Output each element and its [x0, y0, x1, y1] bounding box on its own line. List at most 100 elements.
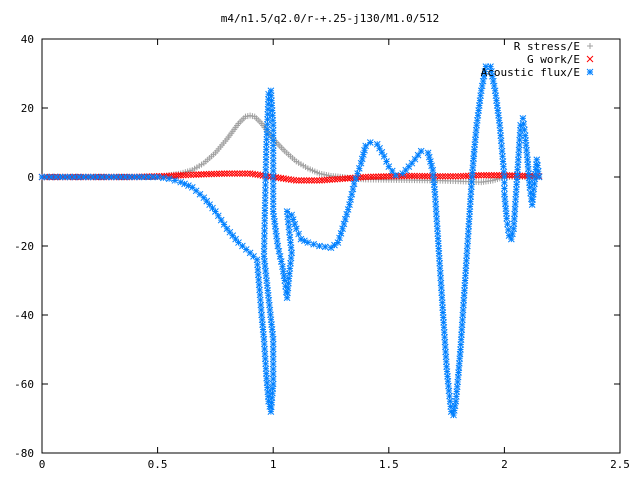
data-point: [275, 247, 283, 255]
data-point: [501, 185, 508, 192]
data-point: [534, 162, 541, 169]
data-point: [171, 177, 179, 184]
data-point: [360, 151, 367, 158]
data-point: [366, 139, 374, 146]
data-point: [190, 171, 197, 179]
data-point: [331, 241, 338, 249]
data-point: [268, 326, 276, 333]
data-point: [380, 152, 388, 160]
data-point: [260, 242, 268, 250]
data-point: [411, 155, 419, 163]
data-point: [497, 137, 505, 145]
data-point: [260, 252, 268, 260]
data-point: [261, 202, 269, 209]
data-point: [269, 187, 277, 195]
data-point: [408, 159, 416, 167]
data-point: [310, 177, 318, 184]
data-point: [260, 247, 268, 255]
data-point: [507, 235, 515, 243]
data-point: [519, 114, 527, 122]
data-point: [269, 192, 277, 200]
data-point: [261, 212, 269, 219]
data-point: [337, 229, 345, 237]
data-point: [385, 172, 393, 180]
data-point: [269, 360, 277, 368]
data-point: [260, 237, 268, 245]
data-point: [359, 173, 367, 181]
data-point: [269, 126, 277, 134]
data-point: [215, 170, 223, 178]
data-point: [305, 177, 313, 184]
data-point: [292, 177, 300, 184]
data-point: [287, 259, 294, 267]
legend-marker: [587, 43, 593, 49]
data-point: [259, 321, 266, 329]
data-point: [362, 142, 370, 150]
legend-marker: [586, 55, 594, 63]
data-point: [261, 217, 269, 225]
data-point: [236, 170, 244, 177]
data-point: [262, 171, 270, 179]
y-tick-label: 20: [21, 102, 34, 115]
data-point: [239, 170, 246, 177]
legend-label: R stress/E: [514, 40, 580, 53]
data-point: [264, 100, 272, 108]
y-tick-label: 0: [27, 171, 34, 184]
legend-label: Acoustic flux/E: [481, 66, 580, 79]
data-point: [316, 242, 323, 250]
data-point: [326, 176, 334, 184]
data-point: [534, 167, 542, 175]
data-point: [501, 173, 508, 181]
x-tick-label: 2: [501, 458, 508, 471]
data-point: [500, 163, 507, 171]
data-point: [520, 120, 528, 128]
data-point: [416, 172, 423, 180]
data-point: [286, 265, 294, 272]
data-point: [291, 220, 299, 228]
data-point: [444, 172, 452, 180]
x-tick-label: 0: [39, 458, 46, 471]
data-point: [244, 170, 251, 177]
data-point: [165, 175, 173, 183]
data-point: [262, 166, 270, 174]
data-point: [372, 173, 380, 181]
data-point: [461, 277, 469, 284]
data-point: [499, 152, 506, 160]
data-point: [501, 179, 508, 187]
y-tick-label: -60: [14, 378, 34, 391]
y-tick-label: -20: [14, 240, 34, 253]
data-point: [261, 227, 268, 235]
data-point: [221, 170, 228, 177]
data-point: [500, 168, 508, 176]
data-point: [354, 170, 361, 177]
data-point: [179, 171, 187, 179]
data-point: [414, 151, 422, 159]
x-tick-label: 0.5: [148, 458, 168, 471]
data-point: [388, 167, 396, 175]
data-point: [269, 340, 277, 348]
data-point: [533, 156, 541, 164]
data-point: [417, 147, 425, 155]
x-tick-label: 1: [270, 458, 277, 471]
data-point: [197, 171, 205, 178]
data-point: [447, 172, 454, 180]
data-point: [405, 172, 413, 180]
data-point: [262, 151, 270, 158]
data-point: [269, 121, 277, 129]
data-point: [509, 230, 516, 238]
data-point: [203, 170, 210, 178]
data-point: [269, 355, 277, 363]
data-point: [428, 162, 435, 170]
data-point: [261, 191, 269, 199]
data-point: [313, 177, 321, 184]
data-point: [269, 132, 277, 139]
data-point: [503, 215, 511, 222]
data-point: [261, 232, 268, 240]
data-point: [439, 172, 447, 180]
data-point: [262, 146, 270, 153]
data-point: [334, 239, 342, 246]
data-point: [478, 82, 486, 90]
x-tick-label: 1.5: [379, 458, 399, 471]
data-point: [263, 141, 270, 148]
data-point: [276, 252, 284, 260]
